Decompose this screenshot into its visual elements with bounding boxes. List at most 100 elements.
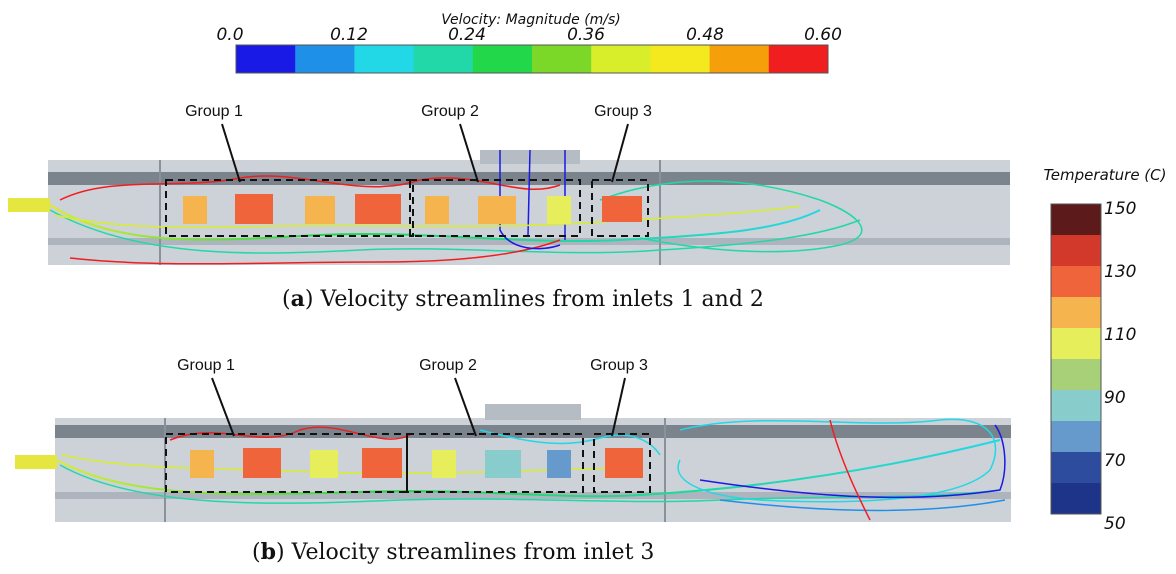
group-pointer bbox=[454, 377, 477, 437]
temperature-color-swatch bbox=[1051, 204, 1101, 236]
velocity-tick: 0.48 bbox=[686, 25, 724, 45]
caption-a: (a) Velocity streamlines from inlets 1 a… bbox=[282, 286, 764, 312]
streamline bbox=[54, 205, 801, 229]
heater-block bbox=[425, 196, 449, 224]
caption-letter: a bbox=[291, 286, 305, 312]
heater-block bbox=[432, 450, 456, 478]
group-label: Group 2 bbox=[419, 357, 477, 374]
heater-block bbox=[355, 194, 401, 224]
velocity-colorbar-border bbox=[235, 44, 829, 74]
group-pointer bbox=[211, 377, 235, 437]
velocity-legend-title: Velocity: Magnitude (m/s) bbox=[441, 12, 621, 28]
velocity-color-swatch bbox=[591, 45, 651, 73]
temperature-color-swatch bbox=[1051, 390, 1101, 422]
heater-block bbox=[190, 450, 214, 478]
temperature-legend-title: Temperature (C) bbox=[1044, 166, 1167, 184]
temperature-tick: 90 bbox=[1104, 388, 1126, 408]
caption-letter: b bbox=[261, 539, 276, 565]
temperature-color-swatch bbox=[1051, 297, 1101, 329]
panel-a: Group 1 Group 2 Group 3 (a) Velocity str… bbox=[8, 103, 1010, 312]
streamline bbox=[59, 175, 561, 201]
streamline bbox=[499, 150, 561, 250]
group-3-outline bbox=[593, 433, 651, 493]
temperature-color-swatch bbox=[1051, 452, 1101, 484]
inlet-pipe bbox=[8, 198, 50, 212]
duct-bottom-rail bbox=[48, 238, 1010, 245]
caption-b: (b) Velocity streamlines from inlet 3 bbox=[252, 539, 654, 565]
temperature-color-swatch bbox=[1051, 328, 1101, 360]
temperature-tick: 150 bbox=[1104, 199, 1136, 219]
velocity-color-swatch bbox=[413, 45, 474, 73]
temperature-color-swatch bbox=[1051, 359, 1101, 391]
group-3-outline bbox=[591, 179, 649, 237]
streamline bbox=[829, 419, 871, 521]
temperature-tick: 130 bbox=[1104, 262, 1136, 282]
duct-top-rail bbox=[55, 425, 1011, 438]
group-label: Group 1 bbox=[177, 357, 235, 374]
streamline bbox=[169, 426, 411, 441]
streamline bbox=[69, 239, 561, 265]
group-label: Group 3 bbox=[590, 357, 648, 374]
heater-block bbox=[243, 448, 281, 478]
group-label: Group 1 bbox=[185, 103, 243, 120]
caption-text: Velocity streamlines from inlet 3 bbox=[285, 540, 655, 565]
group-pointer bbox=[611, 377, 626, 437]
group-pointer bbox=[221, 123, 241, 183]
velocity-tick: 0.24 bbox=[448, 25, 486, 45]
velocity-color-swatch bbox=[295, 45, 355, 73]
streamline bbox=[719, 499, 1006, 512]
heater-block bbox=[547, 196, 571, 224]
caption-text: Velocity streamlines from inlets 1 and 2 bbox=[313, 287, 763, 312]
heater-block bbox=[310, 450, 338, 478]
duct-top-outlet bbox=[485, 404, 581, 420]
temperature-tick: 70 bbox=[1104, 451, 1126, 471]
velocity-tick: 0.0 bbox=[216, 25, 243, 45]
velocity-color-swatch bbox=[650, 45, 711, 73]
velocity-tick: 0.60 bbox=[804, 25, 842, 45]
group-pointer bbox=[611, 123, 629, 183]
streamline bbox=[599, 180, 863, 253]
streamline bbox=[677, 418, 997, 503]
heater-block bbox=[547, 450, 571, 478]
velocity-color-swatch bbox=[354, 45, 415, 73]
temperature-legend: Temperature (C) 150 130 110 90 70 50 bbox=[1044, 166, 1167, 534]
group-pointer bbox=[459, 123, 479, 183]
heater-block bbox=[478, 196, 516, 224]
temperature-color-swatch bbox=[1051, 235, 1101, 267]
velocity-color-swatch bbox=[709, 45, 770, 73]
heater-block bbox=[602, 196, 642, 222]
heater-block bbox=[235, 194, 273, 224]
group-1-outline bbox=[165, 179, 414, 237]
temperature-tick: 50 bbox=[1104, 514, 1126, 534]
velocity-color-swatch bbox=[472, 45, 533, 73]
group-2-outline bbox=[406, 433, 584, 493]
velocity-legend: Velocity: Magnitude (m/s) 0.0 0.12 0.24 … bbox=[216, 12, 842, 74]
velocity-tick: 0.36 bbox=[567, 25, 605, 45]
group-label: Group 2 bbox=[421, 103, 479, 120]
velocity-colorbar bbox=[235, 44, 829, 74]
temperature-color-swatch bbox=[1051, 483, 1101, 515]
streamline bbox=[699, 424, 1006, 499]
inlet-pipe bbox=[15, 455, 57, 469]
streamline bbox=[49, 209, 861, 254]
velocity-color-swatch bbox=[236, 45, 296, 73]
velocity-color-swatch bbox=[768, 45, 829, 73]
streamline bbox=[527, 149, 531, 236]
heater-block bbox=[305, 196, 335, 224]
panel-b: Group 1 Group 2 Group 3 (b) Velocity str… bbox=[15, 357, 1011, 565]
velocity-tick: 0.12 bbox=[330, 25, 368, 45]
streamline bbox=[56, 439, 1001, 498]
temperature-color-swatch bbox=[1051, 421, 1101, 453]
group-2-outline bbox=[409, 179, 581, 237]
temperature-colorbar bbox=[1050, 203, 1102, 515]
heater-block bbox=[485, 450, 521, 478]
heater-block bbox=[183, 196, 207, 224]
group-label: Group 3 bbox=[594, 103, 652, 120]
velocity-color-swatch bbox=[532, 45, 592, 73]
heater-block bbox=[362, 448, 402, 478]
temperature-color-swatch bbox=[1051, 266, 1101, 298]
temperature-colorbar-border bbox=[1050, 203, 1102, 515]
temperature-tick: 110 bbox=[1104, 325, 1136, 345]
heater-block bbox=[605, 448, 643, 478]
